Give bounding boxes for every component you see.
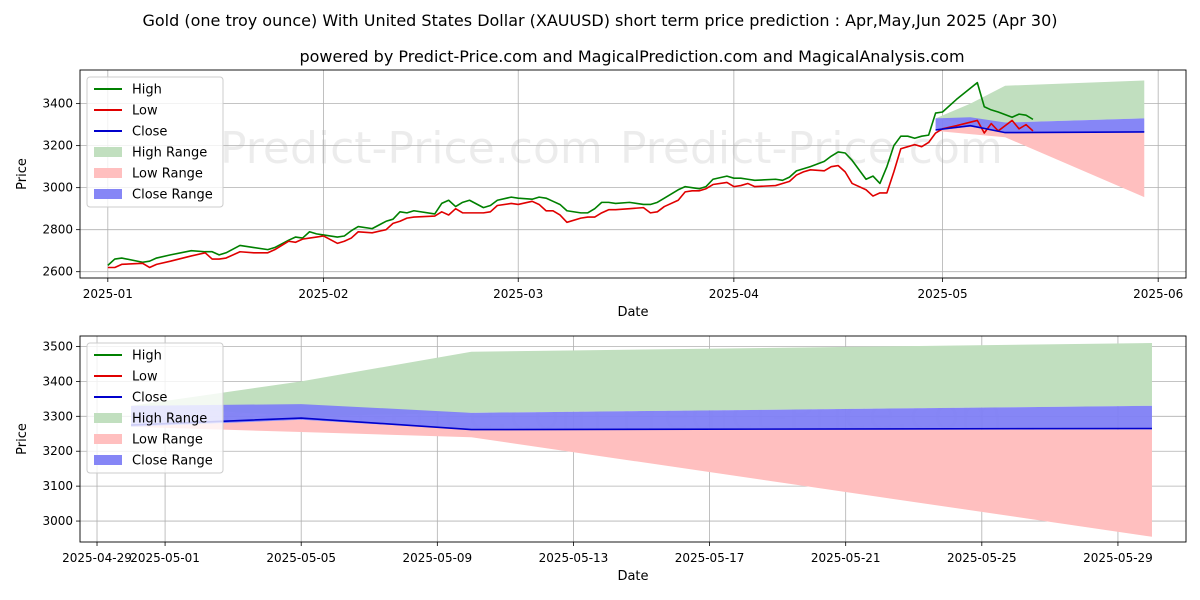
legend-label: Close Range xyxy=(132,454,213,469)
chart-subtitle: powered by Predict-Price.com and Magical… xyxy=(299,47,964,66)
legend-label: Low Range xyxy=(132,167,203,182)
plot-area xyxy=(107,80,1145,269)
x-axis-label: Date xyxy=(617,569,648,584)
x-tick-label: 2025-06 xyxy=(1133,287,1183,301)
y-axis-label: Price xyxy=(15,158,30,190)
y-tick-label: 3000 xyxy=(42,181,73,195)
y-tick-label: 3400 xyxy=(42,374,73,388)
y-tick-label: 3300 xyxy=(42,409,73,423)
x-tick-label: 2025-04-29 xyxy=(62,551,132,565)
y-tick-label: 3500 xyxy=(42,339,73,353)
y-tick-label: 3200 xyxy=(42,139,73,153)
x-axis-label: Date xyxy=(617,305,648,320)
legend-swatch-close-range xyxy=(94,189,122,199)
axes-frame xyxy=(79,69,1187,279)
x-tick-label: 2025-05-05 xyxy=(266,551,336,565)
top-panel: Predict-Price.com Predict-Price.com2025-0… xyxy=(15,69,1187,320)
x-tick-label: 2025-01 xyxy=(83,287,133,301)
x-tick-label: 2025-05-09 xyxy=(402,551,472,565)
high-series-line xyxy=(107,81,1034,266)
plot-area xyxy=(131,342,1152,537)
x-tick-label: 2025-05-25 xyxy=(947,551,1017,565)
legend-label: High Range xyxy=(132,412,207,427)
legend: High Low Close High Range Low Range Close Ran… xyxy=(86,76,224,208)
legend-label: Low xyxy=(132,370,158,385)
legend: High Low Close High Range Low Range Close Ran… xyxy=(86,342,224,474)
x-tick-label: 2025-05-01 xyxy=(130,551,200,565)
legend-swatch-close-range xyxy=(94,455,122,465)
low-range-band xyxy=(131,419,1152,537)
legend-label: High xyxy=(132,83,162,98)
x-tick-label: 2025-03 xyxy=(493,287,543,301)
low-series-line xyxy=(107,119,1034,269)
legend-swatch-high-range xyxy=(94,413,122,423)
legend-label: Low Range xyxy=(132,433,203,448)
low-range-band xyxy=(935,126,1145,198)
legend-label: Low xyxy=(132,104,158,119)
legend-label: Close xyxy=(132,125,167,140)
legend-swatch-high-range xyxy=(94,147,122,157)
y-tick-label: 3000 xyxy=(42,514,73,528)
y-axis-label: Price xyxy=(15,423,30,455)
watermark-text: Predict-Price.com xyxy=(220,123,603,174)
high-range-band xyxy=(935,80,1145,125)
y-tick-label: 3400 xyxy=(42,97,73,111)
x-tick-label: 2025-05-21 xyxy=(811,551,881,565)
x-tick-label: 2025-04 xyxy=(709,287,759,301)
legend-label: Close Range xyxy=(132,188,213,203)
legend-label: High xyxy=(132,349,162,364)
axes-frame xyxy=(79,335,1187,543)
close-series-line xyxy=(935,124,1145,134)
y-tick-label: 2600 xyxy=(42,265,73,279)
x-tick-label: 2025-02 xyxy=(298,287,348,301)
x-tick-label: 2025-05 xyxy=(917,287,967,301)
y-tick-label: 3200 xyxy=(42,444,73,458)
legend-label: Close xyxy=(132,391,167,406)
bottom-panel: Predict-Price.comPredict-Price.com2025-0… xyxy=(15,335,1187,584)
legend-label: High Range xyxy=(132,146,207,161)
y-tick-label: 2800 xyxy=(42,223,73,237)
y-tick-label: 3100 xyxy=(42,479,73,493)
legend-swatch-low-range xyxy=(94,168,122,178)
x-tick-label: 2025-05-13 xyxy=(539,551,609,565)
legend-swatch-low-range xyxy=(94,434,122,444)
high-range-band xyxy=(131,342,1152,417)
chart-title: Gold (one troy ounce) With United States… xyxy=(142,11,1057,30)
x-tick-label: 2025-05-29 xyxy=(1083,551,1153,565)
x-tick-label: 2025-05-17 xyxy=(675,551,745,565)
